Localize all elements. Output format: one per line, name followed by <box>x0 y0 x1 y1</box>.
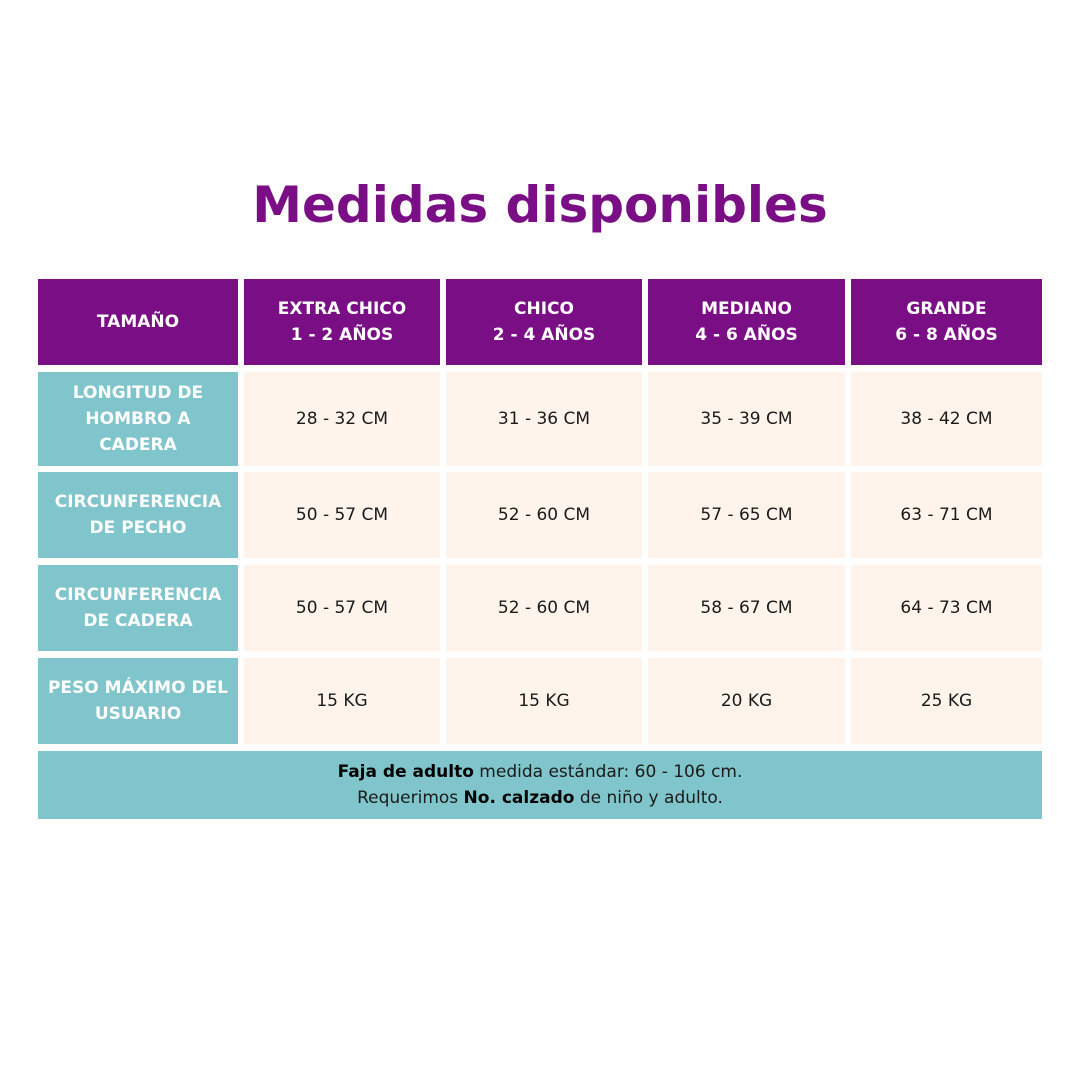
header-col-extra-chico: EXTRA CHICO 1 - 2 AÑOS <box>244 279 440 365</box>
footer-text: de niño y adulto. <box>574 788 723 808</box>
header-col-age: 6 - 8 AÑOS <box>895 325 998 345</box>
value-cell: 50 - 57 CM <box>244 472 440 558</box>
header-col-name: MEDIANO <box>701 299 792 319</box>
header-col-mediano: MEDIANO 4 - 6 AÑOS <box>648 279 845 365</box>
header-corner-cell: TAMAÑO <box>38 279 238 365</box>
value-cell: 25 KG <box>851 658 1042 744</box>
footer-text: Requerimos <box>357 788 464 808</box>
footer-line-2: Requerimos No. calzado de niño y adulto. <box>38 785 1042 811</box>
row-label-line: PESO MÁXIMO DEL <box>47 678 229 698</box>
header-col-age: 4 - 6 AÑOS <box>695 325 798 345</box>
row-label-line: DE PECHO <box>89 518 187 538</box>
value-cell: 57 - 65 CM <box>648 472 845 558</box>
value-cell: 15 KG <box>446 658 642 744</box>
row-label-pecho: CIRCUNFERENCIA DE PECHO <box>38 472 238 558</box>
row-label-line: USUARIO <box>94 704 182 724</box>
value-cell: 58 - 67 CM <box>648 565 845 651</box>
value-cell: 15 KG <box>244 658 440 744</box>
footer-bold-calzado: No. calzado <box>463 788 575 808</box>
value-cell: 52 - 60 CM <box>446 472 642 558</box>
value-cell: 52 - 60 CM <box>446 565 642 651</box>
header-col-age: 2 - 4 AÑOS <box>492 325 596 345</box>
header-col-name: CHICO <box>514 299 574 319</box>
value-cell: 35 - 39 CM <box>648 372 845 466</box>
value-cell: 38 - 42 CM <box>851 372 1042 466</box>
row-label-line: LONGITUD DE <box>72 383 204 403</box>
row-label-line: DE CADERA <box>83 611 193 631</box>
footer-note: Faja de adulto medida estándar: 60 - 106… <box>38 751 1042 819</box>
header-col-name: GRANDE <box>906 299 987 319</box>
row-label-cadera: CIRCUNFERENCIA DE CADERA <box>38 565 238 651</box>
footer-text: medida estándar: 60 - 106 cm. <box>473 762 743 782</box>
value-cell: 20 KG <box>648 658 845 744</box>
row-label-longitud: LONGITUD DE HOMBRO A CADERA <box>38 372 238 466</box>
header-col-age: 1 - 2 AÑOS <box>290 325 394 345</box>
value-cell: 28 - 32 CM <box>244 372 440 466</box>
header-col-grande: GRANDE 6 - 8 AÑOS <box>851 279 1042 365</box>
row-label-peso: PESO MÁXIMO DEL USUARIO <box>38 658 238 744</box>
footer-bold-adult: Faja de adulto <box>337 762 474 782</box>
row-label-line: CIRCUNFERENCIA <box>54 492 222 512</box>
footer-line-1: Faja de adulto medida estándar: 60 - 106… <box>38 759 1042 785</box>
row-label-line: HOMBRO A <box>85 409 191 429</box>
header-corner-label: TAMAÑO <box>96 312 180 332</box>
page-title: Medidas disponibles <box>252 176 828 234</box>
value-cell: 31 - 36 CM <box>446 372 642 466</box>
row-label-line: CIRCUNFERENCIA <box>54 585 222 605</box>
value-cell: 63 - 71 CM <box>851 472 1042 558</box>
row-label-line: CADERA <box>99 435 177 455</box>
header-col-chico: CHICO 2 - 4 AÑOS <box>446 279 642 365</box>
header-col-name: EXTRA CHICO <box>277 299 407 319</box>
value-cell: 64 - 73 CM <box>851 565 1042 651</box>
value-cell: 50 - 57 CM <box>244 565 440 651</box>
